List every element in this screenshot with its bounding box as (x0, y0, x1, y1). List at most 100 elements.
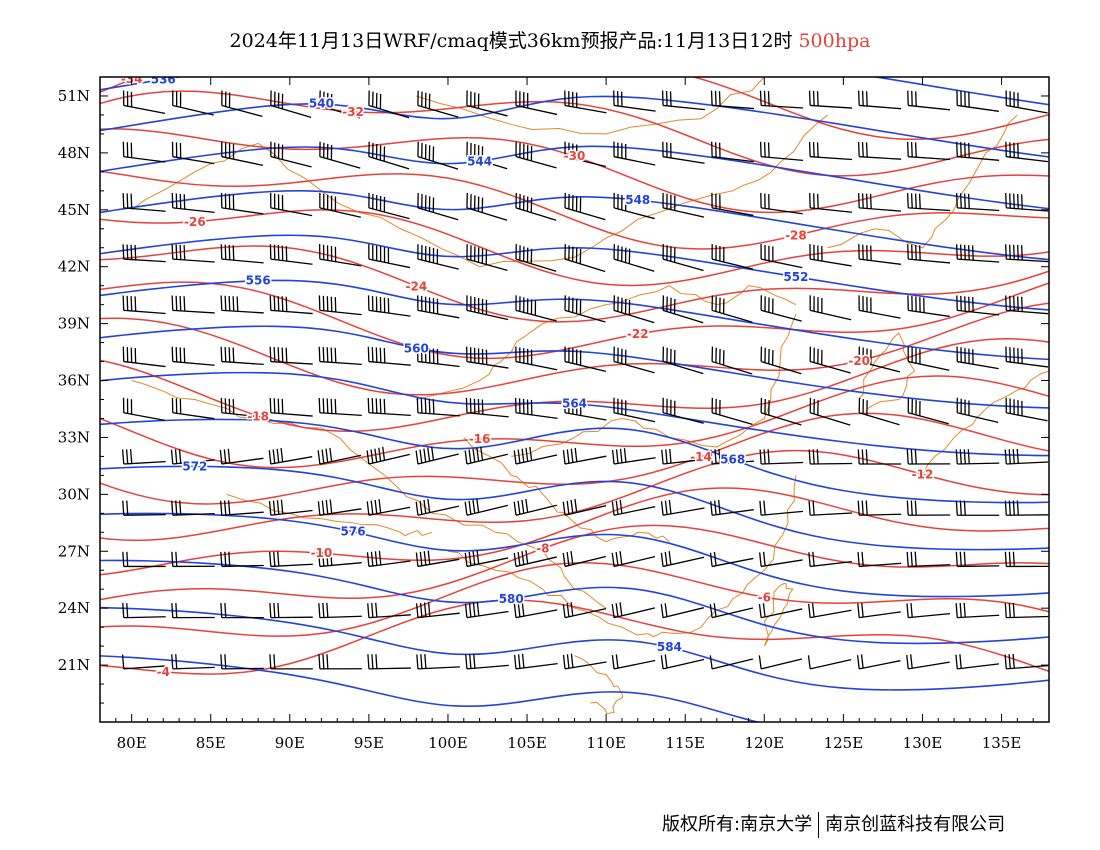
wind-barb-feather (513, 603, 517, 618)
wind-barb (858, 244, 901, 265)
wind-barb-feather (236, 296, 239, 312)
wind-barb-feather (428, 398, 431, 414)
wind-barb-feather (277, 296, 280, 311)
wind-barb-shaft (417, 505, 460, 516)
wind-barb-feather (668, 499, 672, 514)
wind-barb-feather (269, 397, 272, 413)
wind-barb (710, 500, 754, 516)
wind-barb-shaft (466, 104, 508, 117)
temperature-contour-label: -26 (184, 215, 206, 229)
wind-barb-feather (326, 347, 329, 363)
wind-barb (613, 244, 655, 272)
wind-barb-feather (318, 397, 321, 413)
lon-label: 80E (117, 734, 147, 752)
wind-barb-feather (669, 448, 672, 464)
wind-barb-feather (615, 654, 619, 669)
wind-barb-feather (126, 295, 129, 311)
wind-barb-feather (285, 296, 288, 312)
wind-barb (562, 498, 607, 516)
wind-barb (956, 397, 999, 424)
wind-barb (171, 244, 215, 263)
wind-barb (417, 295, 460, 319)
wind-barb-feather (419, 602, 423, 618)
temperature-contour-line (100, 524, 1049, 601)
wind-barb-feather (318, 346, 321, 362)
wind-barb-feather (134, 245, 137, 260)
wind-barb-feather (224, 346, 227, 362)
lon-label: 110E (586, 734, 626, 752)
wind-barb-feather (126, 602, 129, 618)
wind-barb-feather (465, 654, 468, 669)
wind-barb-feather (718, 500, 721, 515)
wind-barb-feather (816, 142, 819, 158)
wind-barb-feather (219, 449, 223, 465)
wind-barb-feather (906, 193, 909, 208)
wind-barb-feather (665, 449, 668, 464)
wind-barb (270, 192, 313, 217)
wind-barb-feather (611, 501, 615, 516)
wind-barb-feather (812, 449, 815, 464)
height-contour-line (100, 559, 1049, 645)
wind-barb (464, 446, 508, 465)
wind-barb-feather (370, 449, 374, 464)
wind-barb-feather (122, 244, 125, 260)
wind-barb-shaft (466, 156, 508, 170)
wind-barb-shaft (810, 309, 852, 321)
wind-barb-feather (517, 654, 521, 669)
wind-barb (270, 90, 312, 119)
wind-barb-shaft (221, 412, 264, 418)
wind-barb (611, 499, 656, 516)
wind-barb-shaft (613, 506, 656, 516)
wind-barb-shaft (859, 412, 900, 426)
wind-barb-feather (963, 500, 966, 516)
wind-barb-shaft (221, 511, 264, 516)
wind-barb-feather (714, 90, 717, 106)
wind-barb-shaft (908, 412, 949, 425)
wind-barb (465, 397, 509, 418)
wind-barb-feather (476, 550, 480, 565)
wind-barb-shaft (270, 360, 313, 365)
wind-barb-shaft (859, 207, 902, 212)
temperature-contour-line (100, 338, 1049, 432)
wind-barb-shaft (368, 453, 410, 465)
wind-barb-shaft (957, 360, 999, 370)
wind-barb-feather (277, 602, 280, 618)
wind-barb-shaft (760, 360, 802, 375)
wind-barb (464, 498, 508, 516)
wind-barb-feather (963, 244, 966, 260)
wind-barb (906, 654, 950, 670)
wind-barb-shaft (663, 458, 705, 465)
lat-label: 24N (58, 599, 90, 617)
wind-barb-shaft (859, 611, 901, 619)
wind-barb-feather (1009, 295, 1011, 311)
wind-barb-shaft (613, 207, 655, 220)
wind-barb-feather (513, 552, 517, 567)
height-contour-label: 580 (499, 592, 524, 606)
wind-barb (807, 655, 852, 670)
wind-barb-feather (427, 447, 431, 462)
wind-barb-shaft (711, 658, 754, 670)
height-contour-label: 564 (562, 397, 587, 411)
wind-barb-feather (126, 193, 129, 209)
temperature-contour-label: -22 (627, 327, 649, 341)
wind-barb-shaft (515, 609, 558, 619)
wind-barb-feather (321, 449, 325, 464)
boundary-line (463, 437, 670, 543)
wind-barb-feather (220, 551, 223, 567)
boundary-line (226, 493, 433, 537)
wind-barb-feather (763, 500, 766, 515)
wind-barb-feather (615, 603, 619, 617)
wind-barb (562, 551, 606, 568)
wind-barb (319, 141, 361, 169)
wind-barb-shaft (809, 360, 851, 374)
wind-barb (709, 551, 754, 568)
wind-barb (1005, 141, 1049, 163)
wind-barb-feather (956, 244, 958, 260)
wind-barb-shaft (908, 661, 950, 670)
wind-barb (366, 499, 411, 516)
wind-barb-shaft (711, 360, 753, 375)
map-title: 2024年11月13日WRF/cmaq模式36km预报产品:11月13日12时 5… (0, 26, 1100, 53)
wind-barb-feather (861, 500, 864, 516)
wind-barb-shaft (368, 412, 411, 416)
lat-label: 39N (58, 315, 90, 333)
